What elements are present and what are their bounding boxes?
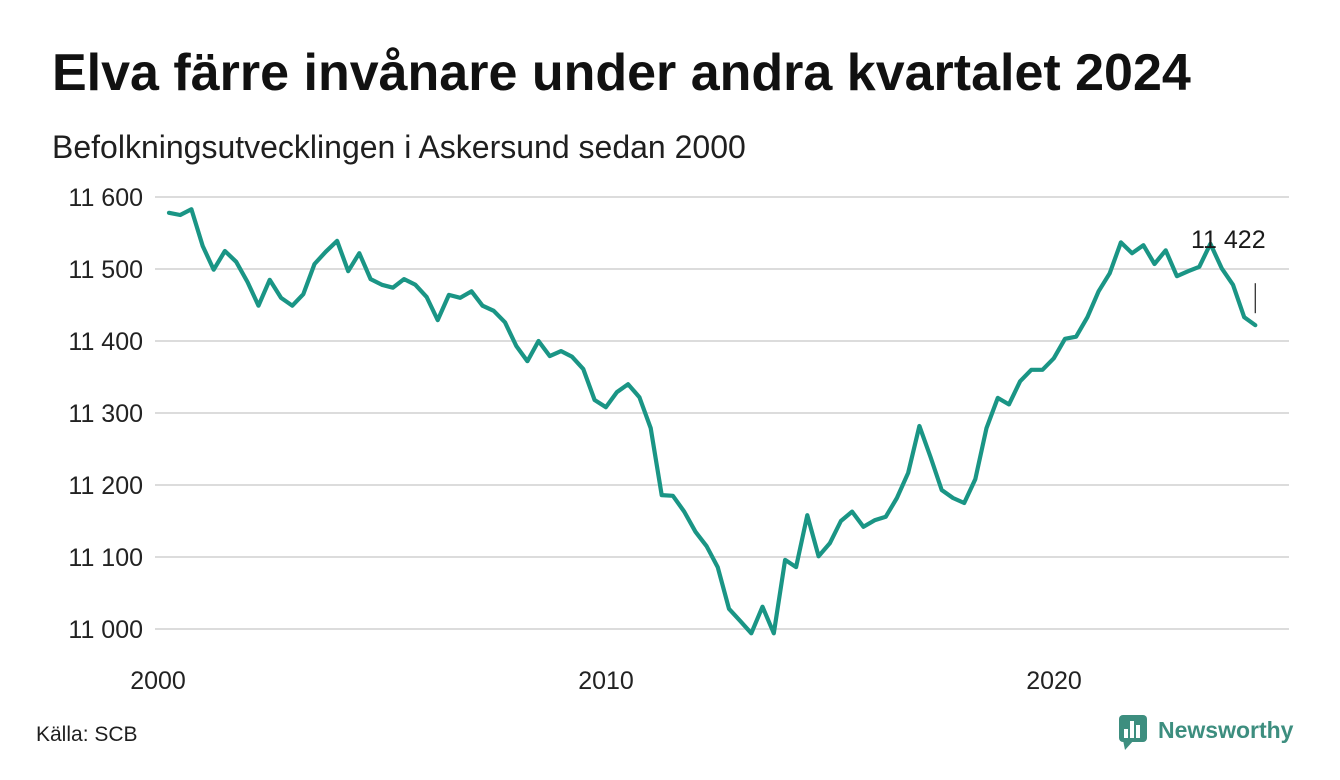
chart-title: Elva färre invånare under andra kvartale… xyxy=(52,44,1191,102)
y-tick-label-11500: 11 500 xyxy=(68,256,143,284)
series-group xyxy=(166,207,1258,636)
x-tick-label-0: 2000 xyxy=(130,667,186,695)
x-tick-label-2: 2020 xyxy=(1026,667,1082,695)
icon-bar xyxy=(1136,725,1140,738)
population-line xyxy=(166,207,1258,636)
gridlines xyxy=(155,196,1289,630)
y-tick-label-11600: 11 600 xyxy=(68,184,143,212)
annotation-label: 11 422 xyxy=(1191,226,1266,254)
icon-bar xyxy=(1124,729,1128,738)
icon-bar xyxy=(1130,721,1134,738)
chart-subtitle: Befolkningsutvecklingen i Askersund seda… xyxy=(52,129,746,165)
last-value-annotation: 11 422 xyxy=(1191,226,1266,314)
y-tick-label-11300: 11 300 xyxy=(68,400,143,428)
y-tick-label-11400: 11 400 xyxy=(68,328,143,356)
x-tick-label-1: 2010 xyxy=(578,667,634,695)
newsworthy-chart-bubble-icon xyxy=(1119,715,1147,750)
x-axis-tick-labels: 2000 2010 2020 xyxy=(130,667,1082,695)
y-tick-label-11200: 11 200 xyxy=(68,472,143,500)
y-tick-label-11000: 11 000 xyxy=(68,616,143,644)
y-axis-tick-labels: 11 000 11 100 11 200 11 300 11 400 11 500 11 6… xyxy=(68,184,143,644)
icon-bubble-tail xyxy=(1123,740,1134,750)
newsworthy-logo: Newsworthy xyxy=(1119,715,1294,750)
logo-text: Newsworthy xyxy=(1158,717,1294,743)
y-tick-label-11100: 11 100 xyxy=(68,544,143,572)
source-note: Källa: SCB xyxy=(36,723,138,746)
